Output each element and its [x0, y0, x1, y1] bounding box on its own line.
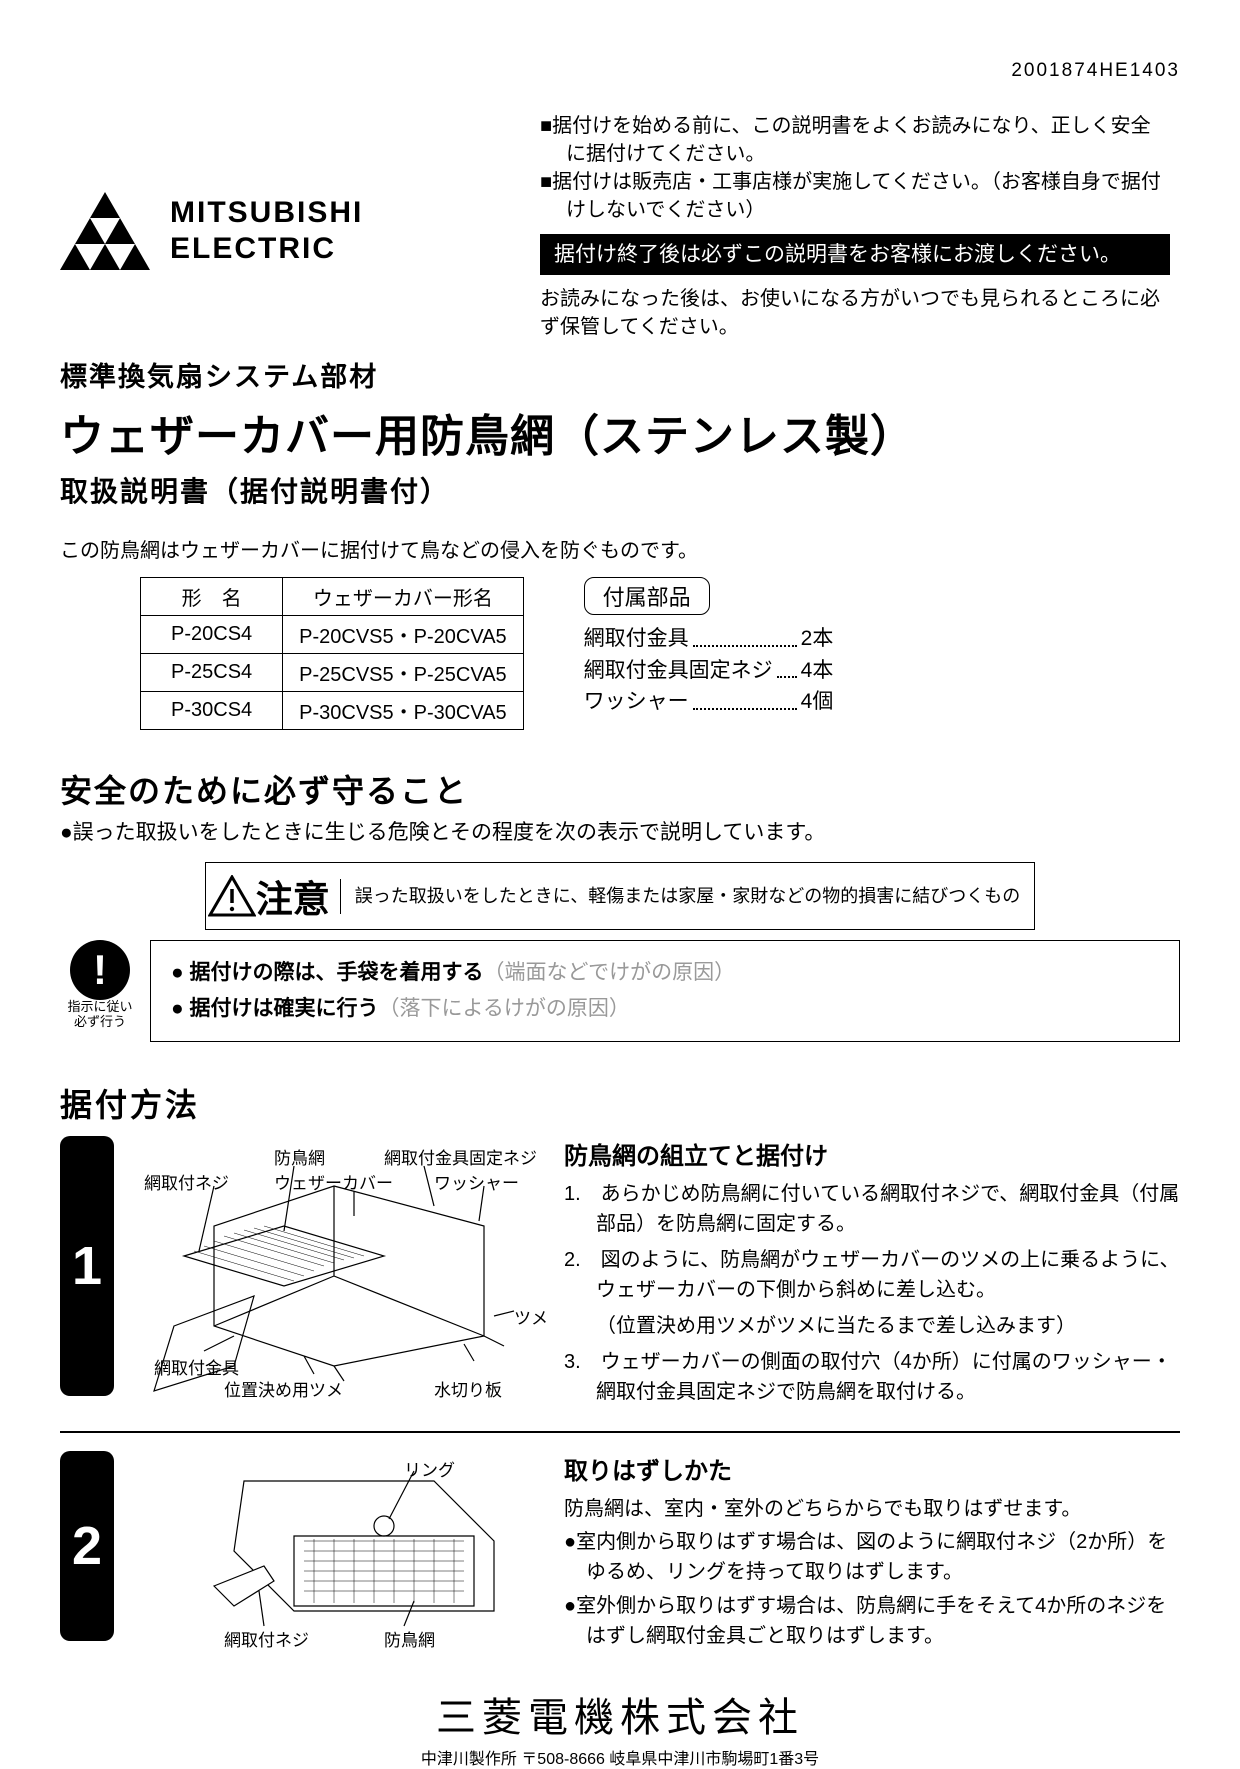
step-2: 2 リング 網取付ネジ [60, 1451, 1180, 1655]
caution-triangle-icon [208, 875, 256, 917]
table-cell: P-30CS4 [141, 692, 283, 730]
parts-item: ワッシャー4個 [584, 686, 834, 718]
step1-item: 1. あらかじめ防鳥網に付いている網取付ネジで、網取付金具（付属部品）を防鳥網に… [564, 1179, 1180, 1239]
step1-heading: 防鳥網の組立てと据付け [564, 1136, 1180, 1171]
product-title: ウェザーカバー用防鳥網（ステンレス製） [60, 400, 1180, 464]
th-model: 形 名 [141, 578, 283, 616]
footer-company: 三菱電機株式会社 [60, 1685, 1180, 1743]
category: 標準換気扇システム部材 [60, 355, 1180, 394]
step1-item: （位置決め用ツメがツメに当たるまで差し込みます） [564, 1311, 1180, 1341]
intro-text: この防鳥網はウェザーカバーに据付けて鳥などの侵入を防ぐものです。 [60, 534, 1180, 563]
parts-label: 付属部品 [584, 577, 710, 615]
step2-item: ●室内側から取りはずす場合は、図のように網取付ネジ（2か所）をゆるめ、リングを持… [564, 1527, 1180, 1587]
table-cell: P-25CS4 [141, 654, 283, 692]
safety-title: 安全のために必ず守ること [60, 766, 1180, 812]
step2-sub: 防鳥網は、室内・室外のどちらからでも取りはずせます。 [564, 1492, 1180, 1521]
footer-address: 中津川製作所 〒508-8666 岐阜県中津川市駒場町1番3号 [60, 1745, 1180, 1769]
caution-desc: 誤った取扱いをしたときに、軽傷または家屋・家財などの物的損害に結びつくもの [340, 879, 1034, 914]
model-table: 形 名ウェザーカバー形名 P-20CS4P-20CVS5・P-20CVA5 P-… [140, 577, 524, 730]
caution-label: 注意 [256, 869, 330, 923]
brand-logo: MITSUBISHI ELECTRIC [60, 192, 500, 270]
notice-3: お読みになった後は、お使いになる方がいつでも見られるところに必ず保管してください… [540, 285, 1170, 341]
notice-black: 据付け終了後は必ずこの説明書をお客様にお渡しください。 [540, 234, 1170, 275]
table-cell: P-25CVS5・P-25CVA5 [283, 654, 524, 692]
parts-box: 付属部品 網取付金具2本網取付金具固定ネジ4本ワッシャー4個 [584, 577, 834, 730]
notice-1: ■据付けを始める前に、この説明書をよくお読みになり、正しく安全に据付けてください… [540, 112, 1170, 168]
footer: 三菱電機株式会社 中津川製作所 〒508-8666 岐阜県中津川市駒場町1番3号 [60, 1685, 1180, 1769]
step-1: 1 防鳥網 網取付金具固定 [60, 1136, 1180, 1413]
header-section: MITSUBISHI ELECTRIC ■据付けを始める前に、この説明書をよくお… [60, 112, 1180, 341]
table-cell: P-30CVS5・P-30CVA5 [283, 692, 524, 730]
step2-diagram: リング 網取付ネジ 防鳥網 [114, 1451, 554, 1651]
install-title: 据付方法 [60, 1080, 1180, 1126]
step2-heading: 取りはずしかた [564, 1451, 1180, 1486]
parts-item: 網取付金具固定ネジ4本 [584, 655, 834, 687]
divider [60, 1431, 1180, 1433]
step1-diagram: 防鳥網 網取付金具固定ネジ 網取付ネジ ウェザーカバー ワッシャー 網取付金具 … [114, 1136, 554, 1413]
step-number-2: 2 [60, 1451, 114, 1641]
step1-item: 2. 図のように、防鳥網がウェザーカバーのツメの上に乗るように、ウェザーカバーの… [564, 1245, 1180, 1305]
brand-line1: MITSUBISHI [170, 195, 363, 231]
caution-box: 注意 誤った取扱いをしたときに、軽傷または家屋・家財などの物的損害に結びつくもの [205, 862, 1035, 930]
parts-item: 網取付金具2本 [584, 623, 834, 655]
table-cell: P-20CS4 [141, 616, 283, 654]
step2-item: ●室外側から取りはずす場合は、防鳥網に手をそえて4か所のネジをはずし網取付金具ご… [564, 1591, 1180, 1651]
table-cell: P-20CVS5・P-20CVA5 [283, 616, 524, 654]
brand-line2: ELECTRIC [170, 231, 363, 267]
step-number-1: 1 [60, 1136, 114, 1396]
document-number: 2001874HE1403 [60, 60, 1180, 82]
step1-item: 3. ウェザーカバーの側面の取付穴（4か所）に付属のワッシャー・網取付金具固定ネ… [564, 1347, 1180, 1407]
manual-label: 取扱説明書（据付説明書付） [60, 470, 1180, 510]
th-cover: ウェザーカバー形名 [283, 578, 524, 616]
mitsubishi-logo-icon [60, 192, 150, 270]
notice-2: ■据付けは販売店・工事店様が実施してください。（お客様自身で据付けしないでくださ… [540, 168, 1170, 224]
mandatory-icon: ! 指示に従い 必ず行う [60, 940, 140, 1041]
safety-sub: ●誤った取扱いをしたときに生じる危険とその程度を次の表示で説明しています。 [60, 816, 1180, 846]
warning-text: ● 据付けの際は、手袋を着用する（端面などでけがの原因） ● 据付けは確実に行う… [150, 940, 1180, 1041]
